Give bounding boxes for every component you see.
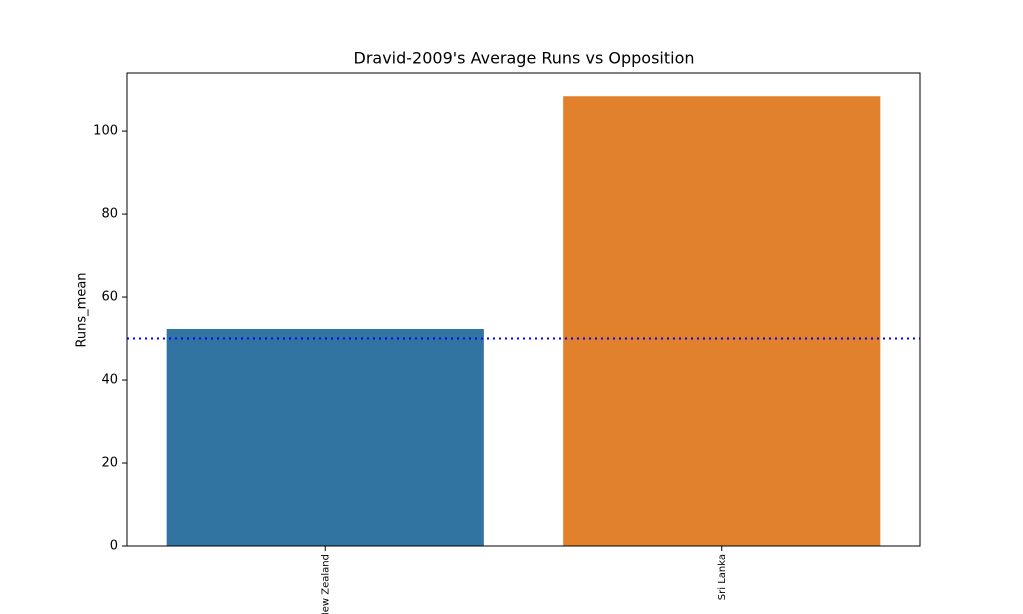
y-tick-label: 40	[101, 373, 118, 388]
chart-title: Dravid-2009's Average Runs vs Opposition	[354, 49, 695, 68]
x-tick-label: Sri Lanka	[717, 554, 728, 600]
y-tick-label: 20	[101, 456, 118, 471]
x-tick-label: New Zealand	[320, 554, 331, 614]
y-axis-label: Runs_mean	[75, 272, 90, 347]
y-tick-label: 60	[101, 290, 118, 305]
bar	[563, 96, 881, 547]
bar	[166, 329, 484, 546]
y-tick-label: 100	[93, 124, 118, 139]
y-tick-label: 0	[110, 539, 118, 554]
y-tick-label: 80	[101, 207, 118, 222]
plot-frame	[126, 72, 921, 547]
